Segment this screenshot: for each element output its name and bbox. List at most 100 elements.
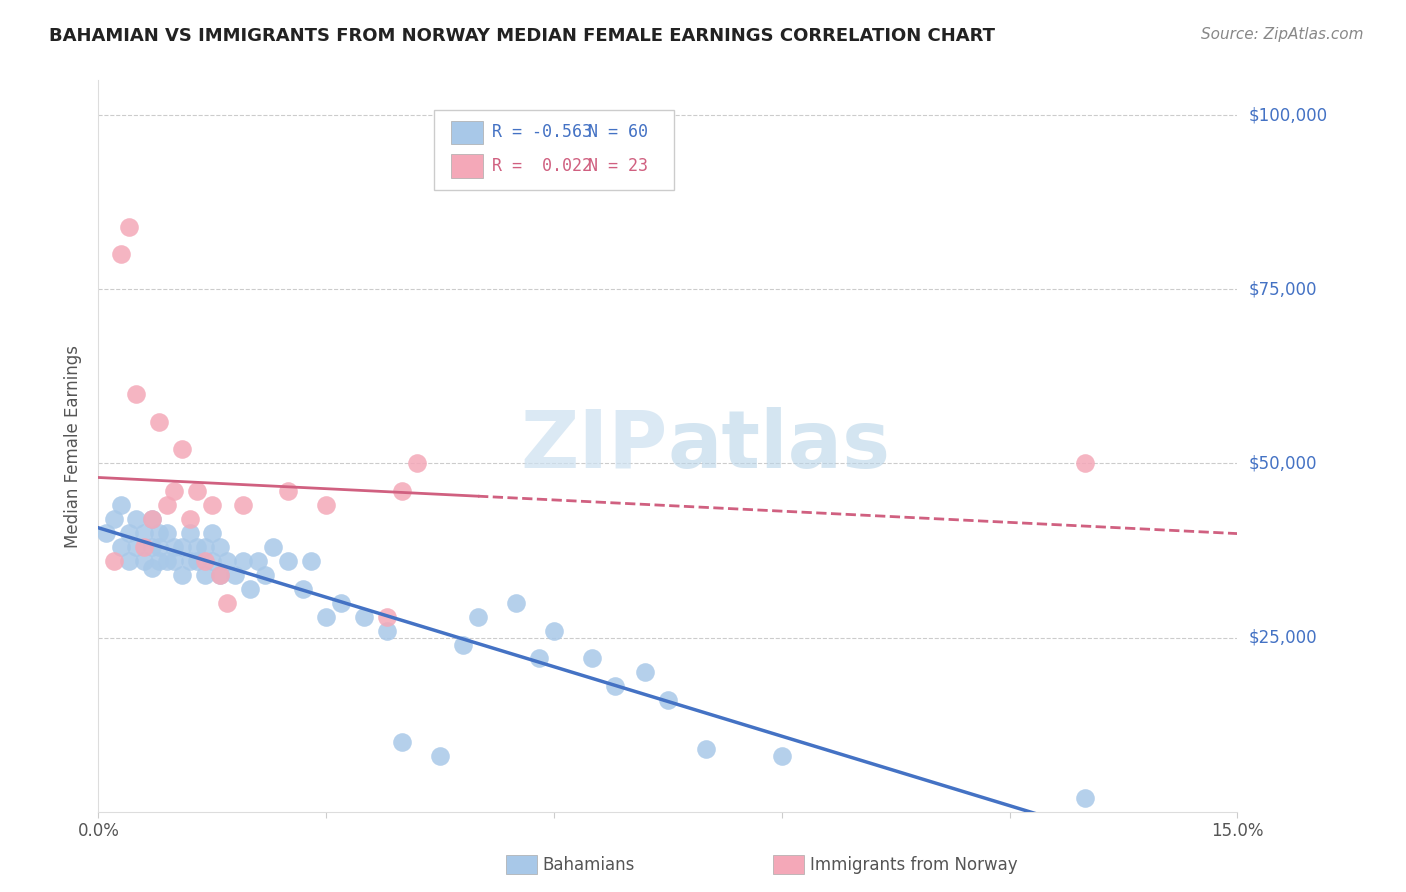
Point	[170, 567, 193, 582]
Point	[208, 567, 231, 582]
Bar	[451, 120, 484, 144]
Point	[141, 512, 163, 526]
Point	[103, 554, 125, 568]
Point	[330, 596, 353, 610]
Point	[254, 567, 277, 582]
Point	[132, 554, 155, 568]
Point	[125, 386, 148, 401]
Point	[148, 540, 170, 554]
Point	[156, 498, 179, 512]
Point	[194, 554, 217, 568]
Point	[375, 609, 398, 624]
Point	[277, 484, 299, 499]
Text: $100,000: $100,000	[1249, 106, 1327, 124]
Point	[148, 415, 170, 429]
Text: BAHAMIAN VS IMMIGRANTS FROM NORWAY MEDIAN FEMALE EARNINGS CORRELATION CHART: BAHAMIAN VS IMMIGRANTS FROM NORWAY MEDIA…	[49, 27, 995, 45]
Point	[315, 498, 337, 512]
Point	[353, 609, 375, 624]
Point	[103, 512, 125, 526]
Point	[634, 665, 657, 680]
Point	[232, 498, 254, 512]
Point	[194, 567, 217, 582]
Point	[208, 540, 231, 554]
Point	[156, 526, 179, 541]
Point	[391, 484, 413, 499]
Point	[179, 554, 201, 568]
Point	[170, 540, 193, 554]
Text: R =  0.022: R = 0.022	[492, 157, 592, 175]
Text: $25,000: $25,000	[1249, 629, 1317, 647]
Point	[315, 609, 337, 624]
Point	[132, 526, 155, 541]
Point	[179, 526, 201, 541]
Point	[118, 526, 141, 541]
Point	[429, 749, 451, 764]
Point	[1074, 790, 1097, 805]
Point	[451, 638, 474, 652]
Point	[148, 554, 170, 568]
Point	[186, 484, 208, 499]
Point	[163, 484, 186, 499]
Point	[391, 735, 413, 749]
Point	[299, 554, 322, 568]
Point	[1074, 457, 1097, 471]
Point	[467, 609, 489, 624]
Point	[179, 512, 201, 526]
Point	[543, 624, 565, 638]
Point	[657, 693, 679, 707]
Point	[186, 554, 208, 568]
Point	[406, 457, 429, 471]
Point	[695, 742, 717, 756]
Point	[186, 540, 208, 554]
Text: N = 60: N = 60	[588, 123, 648, 141]
Point	[125, 512, 148, 526]
Point	[292, 582, 315, 596]
Text: atlas: atlas	[668, 407, 891, 485]
Point	[603, 679, 626, 693]
Point	[239, 582, 262, 596]
Point	[125, 540, 148, 554]
Point	[94, 526, 117, 541]
Point	[110, 540, 132, 554]
Point	[141, 540, 163, 554]
Point	[232, 554, 254, 568]
Point	[156, 554, 179, 568]
Point	[201, 526, 224, 541]
Point	[110, 247, 132, 261]
Text: N = 23: N = 23	[588, 157, 648, 175]
Point	[770, 749, 793, 764]
Point	[118, 219, 141, 234]
Point	[217, 554, 239, 568]
Point	[581, 651, 603, 665]
Point	[110, 498, 132, 512]
Point	[163, 540, 186, 554]
Bar	[451, 154, 484, 178]
Point	[141, 512, 163, 526]
Point	[194, 540, 217, 554]
Point	[132, 540, 155, 554]
Text: Source: ZipAtlas.com: Source: ZipAtlas.com	[1201, 27, 1364, 42]
Point	[262, 540, 284, 554]
Point	[527, 651, 550, 665]
Text: Immigrants from Norway: Immigrants from Norway	[810, 856, 1018, 874]
FancyBboxPatch shape	[434, 110, 673, 190]
Point	[118, 554, 141, 568]
Y-axis label: Median Female Earnings: Median Female Earnings	[65, 344, 83, 548]
Point	[375, 624, 398, 638]
Point	[217, 596, 239, 610]
Point	[163, 554, 186, 568]
Point	[201, 498, 224, 512]
Point	[208, 567, 231, 582]
Text: $75,000: $75,000	[1249, 280, 1317, 298]
Point	[277, 554, 299, 568]
Point	[201, 554, 224, 568]
Text: ZIP: ZIP	[520, 407, 668, 485]
Text: $50,000: $50,000	[1249, 454, 1317, 473]
Point	[148, 526, 170, 541]
Text: Bahamians: Bahamians	[543, 856, 636, 874]
Point	[505, 596, 527, 610]
Point	[246, 554, 269, 568]
Point	[170, 442, 193, 457]
Point	[141, 561, 163, 575]
Text: R = -0.563: R = -0.563	[492, 123, 592, 141]
